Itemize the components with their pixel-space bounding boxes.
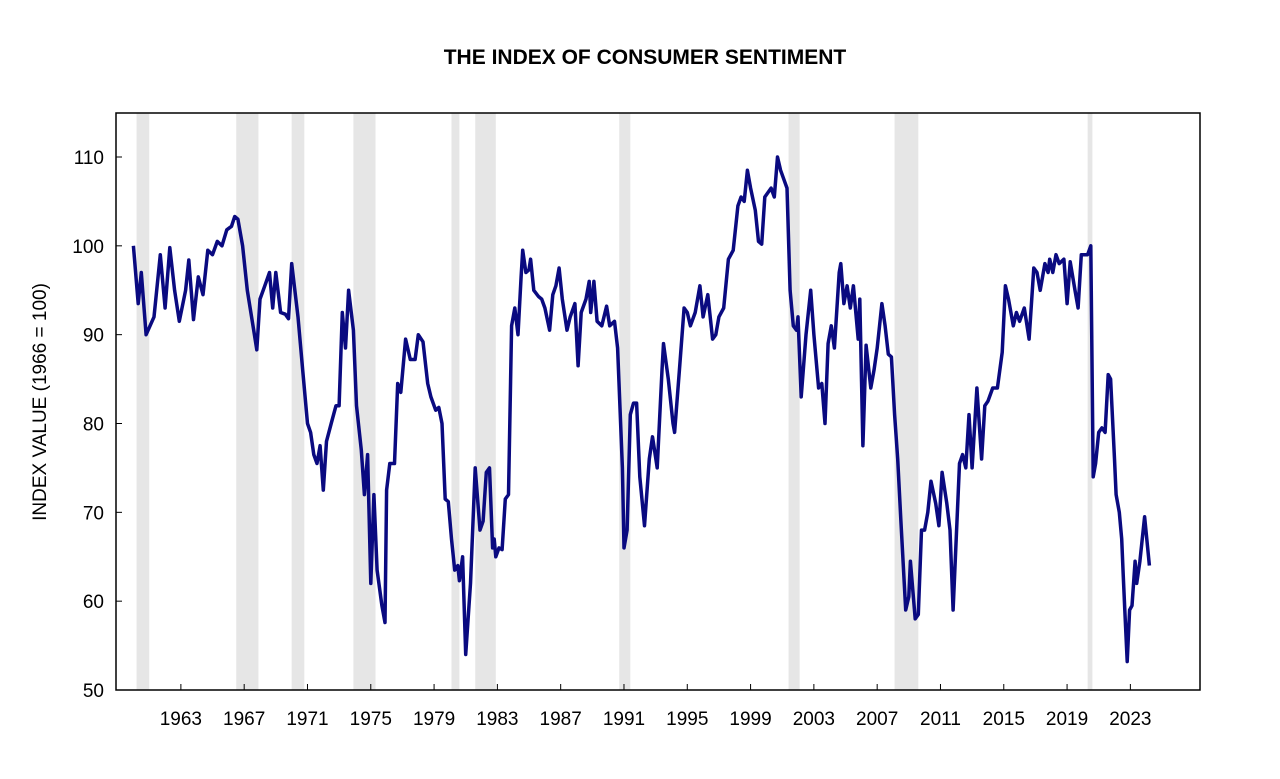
x-tick-label: 1971	[286, 709, 328, 730]
sentiment-series-line	[131, 155, 1152, 664]
x-tick-label: 1991	[603, 709, 645, 730]
x-tick-label: 1999	[729, 709, 771, 730]
x-tick-label: 1963	[160, 709, 202, 730]
x-axis: 1963 1967 1971 1975 1979 1983 1987 1991 1995 1999…	[160, 684, 1152, 730]
recession-band	[788, 113, 800, 690]
plot-area-frame	[115, 112, 1201, 691]
y-tick-label: 100	[72, 237, 104, 258]
y-axis: 50 60 70 80 90 100 110	[72, 148, 122, 702]
y-tick-label: 110	[74, 148, 104, 169]
recession-band	[291, 113, 305, 690]
recession-band	[451, 113, 460, 690]
recession-band	[1087, 113, 1093, 690]
y-tick-label: 90	[83, 326, 104, 347]
y-tick-label: 80	[83, 415, 104, 436]
x-tick-label: 2023	[1109, 709, 1151, 730]
x-tick-label: 1987	[540, 709, 582, 730]
y-tick-label: 50	[83, 681, 104, 702]
recession-band	[236, 113, 259, 690]
recession-band	[619, 113, 631, 690]
recession-bands	[136, 113, 1093, 690]
recession-band	[475, 113, 496, 690]
x-tick-label: 1967	[223, 709, 265, 730]
x-tick-label: 1995	[666, 709, 708, 730]
x-tick-label: 2011	[920, 709, 961, 730]
x-tick-label: 2003	[793, 709, 835, 730]
x-tick-label: 1983	[476, 709, 518, 730]
y-tick-label: 60	[83, 592, 104, 613]
x-tick-label: 2019	[1046, 709, 1088, 730]
chart-title: THE INDEX OF CONSUMER SENTIMENT	[444, 46, 847, 69]
x-tick-label: 1979	[413, 709, 455, 730]
x-tick-label: 2007	[856, 709, 898, 730]
recession-band	[136, 113, 150, 690]
x-tick-label: 2015	[983, 709, 1025, 730]
x-tick-label: 1975	[350, 709, 392, 730]
y-tick-label: 70	[83, 503, 104, 524]
y-axis-label: INDEX VALUE (1966 = 100)	[30, 283, 51, 521]
